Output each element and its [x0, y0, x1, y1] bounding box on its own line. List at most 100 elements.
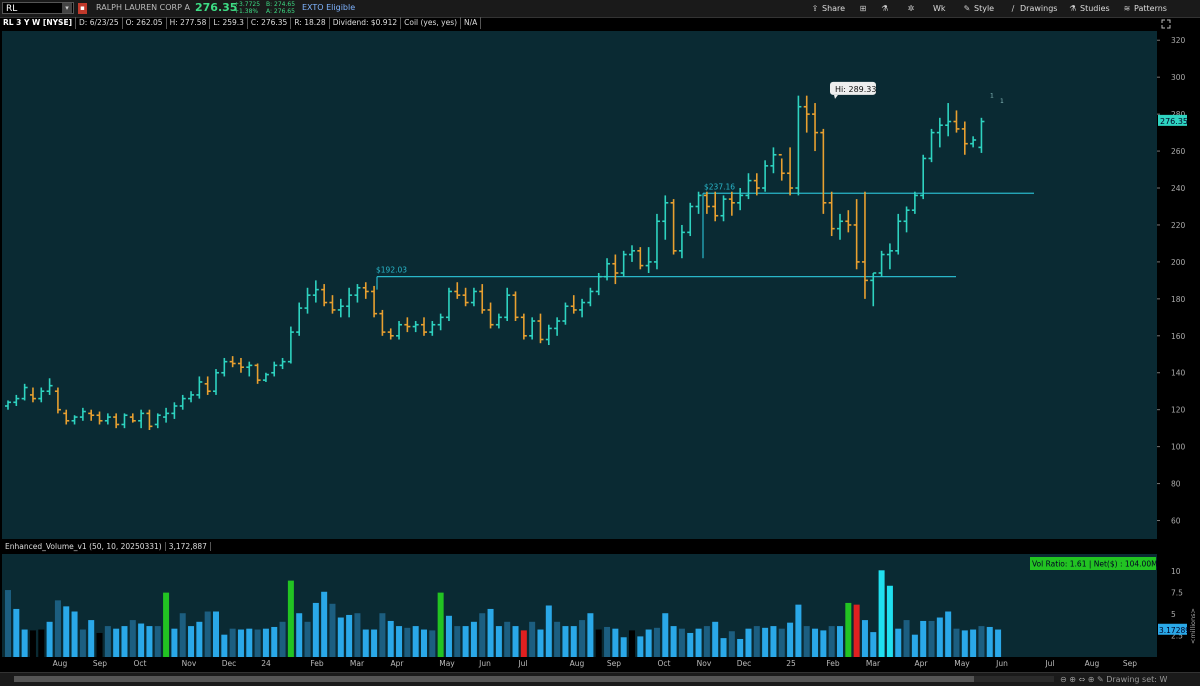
vol-ratio-box [1030, 557, 1156, 570]
volume-chart[interactable]: Vol Ratio: 1.61 | Net($) : 104.00M [2, 554, 1158, 657]
volume-bar [412, 626, 419, 657]
chevron-down-icon[interactable]: ▾ [62, 3, 72, 13]
ohlc-bar [537, 313, 544, 344]
chart-symbol[interactable]: RL 3 Y W [NYSE] [0, 17, 77, 29]
volume-bar [54, 600, 61, 657]
time-tick-label: Aug [570, 659, 585, 668]
ohlc-bar [337, 298, 344, 318]
ohlc-bar [703, 191, 710, 214]
flag-icon[interactable]: ▪ [78, 3, 87, 14]
ohlc-bar [129, 413, 136, 423]
volume-bar [138, 623, 145, 657]
share-button[interactable]: ⇪ Share [810, 2, 845, 15]
share-label: Share [822, 4, 846, 13]
time-tick-label: Nov [182, 659, 197, 668]
ohlc-bar [96, 411, 103, 425]
ohlc-bar [279, 357, 286, 370]
gear-icon: ✲ [907, 4, 915, 13]
studies-button[interactable]: ⚗ Studies [1068, 2, 1109, 15]
zoom-controls[interactable]: ⊖ ⊕ ⇔ ⊕ ✎ Drawing set: W [1060, 675, 1168, 684]
volume-bar [113, 628, 120, 657]
ohlc-bar [787, 147, 794, 196]
volume-bar [237, 629, 244, 657]
timeframe-button[interactable]: Wk [933, 4, 946, 13]
volume-bar [329, 603, 336, 657]
settings-button[interactable]: ✲ [906, 2, 918, 15]
ohlc-bar [737, 188, 744, 211]
volume-bar [371, 629, 378, 657]
volume-study-name[interactable]: Enhanced_Volume_v1 (50, 10, 20250331) [2, 542, 166, 551]
volume-bar [703, 626, 710, 657]
ohlc-bar [271, 361, 278, 377]
price-tick-label: 160 [1171, 332, 1186, 341]
ohlc-bar [429, 321, 436, 336]
volume-bar [88, 620, 95, 657]
ohlc-bar [154, 413, 161, 429]
expand-icon[interactable] [1161, 19, 1171, 29]
coil-study[interactable]: Coil (yes, yes) [401, 17, 462, 29]
last-price-label: 276.35 [1160, 117, 1188, 126]
change-percent: +1.38% [234, 8, 259, 15]
ohlc-bar [296, 302, 303, 336]
exto-eligible-link[interactable]: EXTO Eligible [302, 3, 356, 12]
price-tick-label: 320 [1171, 36, 1186, 45]
time-axis[interactable]: Aug Sep Oct Nov Dec 24 Feb Mar Apr May Jun Jul Aug Se… [0, 657, 1160, 669]
price-chart-svg[interactable]: $192.03 $237.16 Hi: 289.33 11 [2, 31, 1157, 539]
volume-bar [579, 620, 586, 657]
volume-bar [346, 614, 353, 657]
drawings-button[interactable]: ∕ Drawings [1008, 2, 1058, 15]
volume-bar [13, 608, 20, 657]
ohlc-bar [354, 284, 361, 303]
volume-bar [487, 608, 494, 657]
bar-range: R: 18.28 [291, 17, 330, 29]
ohlc-bar [379, 309, 386, 336]
ohlc-bar [712, 191, 719, 222]
volume-bar [612, 628, 619, 657]
price-chart[interactable]: $192.03 $237.16 Hi: 289.33 1 1 [2, 31, 1157, 539]
ohlc-bar [362, 282, 369, 299]
volume-bar [587, 613, 594, 657]
price-axis[interactable]: 320 300 280 260 240 220 200 180 160 140 120 100 80 60… [1157, 31, 1200, 539]
na-value: N/A [461, 17, 482, 29]
volume-bar [712, 621, 719, 657]
style-button[interactable]: ✎ Style [962, 2, 994, 15]
flask-button[interactable]: ⚗ [880, 2, 892, 15]
volume-bar [570, 626, 577, 657]
volume-chart-svg[interactable]: Vol Ratio: 1.61 | Net($) : 104.00M [2, 554, 1158, 657]
volume-bar [878, 570, 885, 657]
ohlc-bar [196, 376, 203, 399]
volume-bar [645, 629, 652, 657]
ohlc-bar [329, 295, 336, 314]
time-tick-label: Nov [697, 659, 712, 668]
ohlc-bar [104, 413, 111, 425]
time-axis-svg: Aug Sep Oct Nov Dec 24 Feb Mar Apr May Jun Jul Aug Se… [53, 659, 1138, 668]
symbol-input[interactable]: RL [2, 2, 74, 14]
volume-bar [5, 590, 11, 657]
bar-open: O: 262.05 [123, 17, 167, 29]
volume-bar [71, 611, 78, 657]
patterns-button[interactable]: ≋ Patterns [1122, 2, 1167, 15]
volume-bar [129, 620, 136, 657]
volume-bar [213, 611, 219, 657]
chart-icon: ⊞ [859, 4, 867, 13]
style-label: Style [974, 4, 995, 13]
ohlc-bar [479, 284, 486, 314]
volume-bar [479, 613, 486, 657]
volume-bar [520, 630, 527, 657]
ohlc-bar [29, 387, 36, 403]
chart-settings-button[interactable]: ⊞ [858, 2, 870, 15]
price-tick-label: 260 [1171, 147, 1186, 156]
volume-bar [121, 626, 128, 657]
volume-tick-label: 5 [1171, 610, 1176, 619]
volume-bar [21, 629, 28, 657]
volume-bar [653, 627, 660, 657]
volume-tick-label: 2.5 [1171, 632, 1183, 641]
volume-current-label: 3.17289 [1159, 626, 1190, 635]
chart-scrollbar[interactable]: ⊖ ⊕ ⇔ ⊕ ✎ Drawing set: W [0, 672, 1200, 686]
drawing-set-label: Drawing set: W [1106, 675, 1168, 684]
scroll-thumb[interactable] [14, 676, 974, 682]
volume-axis[interactable]: 10 7.5 5 2.5 3.17289 <millions> [1157, 554, 1200, 657]
volume-bar [637, 636, 644, 657]
ohlc-bar [612, 254, 619, 285]
ohlc-bar [213, 369, 219, 395]
